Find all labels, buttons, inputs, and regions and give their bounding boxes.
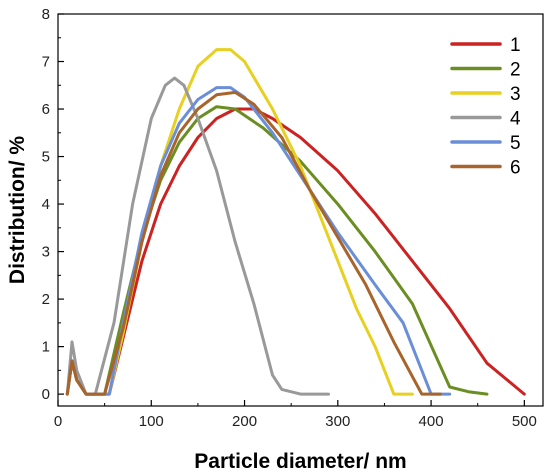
x-tick-label: 300 [325,413,350,430]
series-line-4 [65,76,330,396]
y-tick-label: 4 [42,196,50,213]
series-layer [65,48,526,396]
x-axis-title: Particle diameter/ nm [194,450,406,473]
x-tick-label: 200 [232,413,257,430]
series-line-6 [65,90,442,396]
y-tick-label: 6 [42,101,50,118]
y-tick-label: 5 [42,149,50,166]
y-tick-label: 0 [42,386,50,403]
x-tick-label: 0 [54,413,62,430]
legend-label-1: 1 [510,35,521,56]
series-line-5 [65,86,452,396]
legend-label-3: 3 [510,84,521,105]
legend-label-2: 2 [510,60,521,81]
legend-label-5: 5 [510,133,521,154]
legend: 1 2 3 4 5 6 [450,35,521,179]
series-line-1 [65,107,526,396]
y-tick-label: 3 [42,244,50,261]
tick-layer: 0 100 200 300 400 500 0 1 2 3 4 5 6 7 8 [42,6,537,430]
x-tick-label: 100 [139,413,164,430]
x-tick-label: 400 [419,413,444,430]
y-tick-label: 1 [42,339,50,356]
y-tick-label: 8 [42,6,50,23]
series-line-2 [65,105,489,396]
legend-label-6: 6 [510,158,521,179]
legend-label-4: 4 [510,109,521,130]
x-tick-label: 500 [512,413,537,430]
y-tick-label: 7 [42,54,50,71]
y-tick-label: 2 [42,291,50,308]
plot-frame [57,13,544,407]
y-axis-title: Distribution/ % [6,136,29,284]
